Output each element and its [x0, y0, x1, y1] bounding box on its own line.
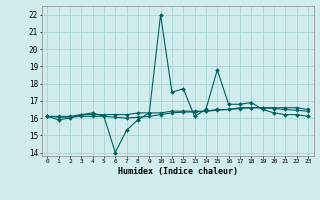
X-axis label: Humidex (Indice chaleur): Humidex (Indice chaleur)	[118, 167, 237, 176]
